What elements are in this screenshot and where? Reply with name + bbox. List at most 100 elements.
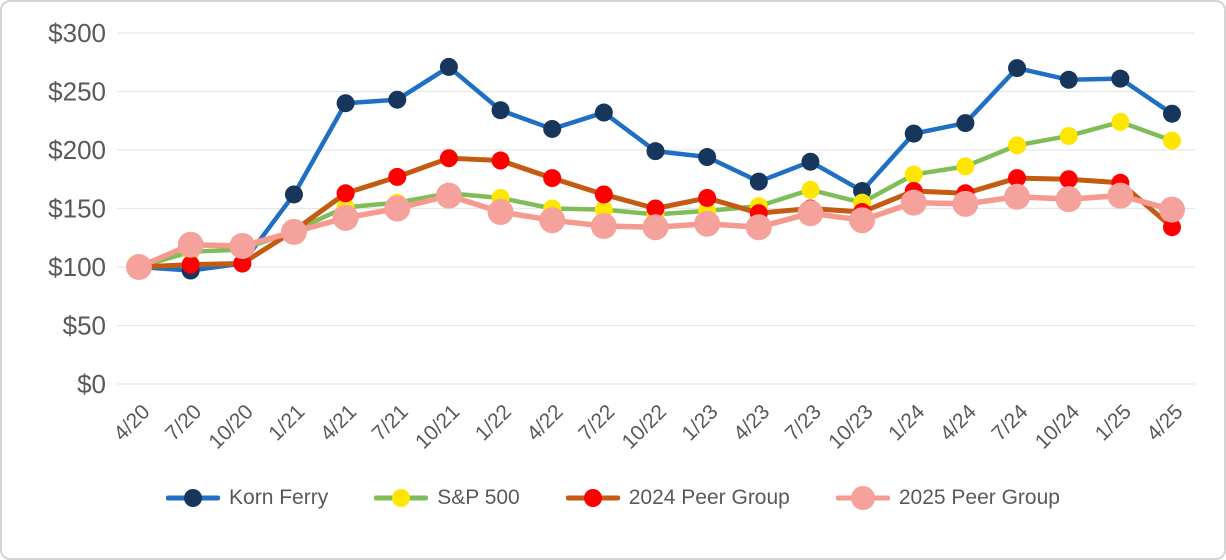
x-tick-label: 1/22 <box>471 400 516 445</box>
chart-legend: Korn Ferry S&P 500 2024 Peer Group 2025 … <box>2 468 1224 528</box>
data-point <box>1008 136 1027 155</box>
legend-label-sp500: S&P 500 <box>437 486 520 509</box>
x-tick-label: 4/21 <box>316 400 361 445</box>
x-tick-label: 7/23 <box>781 400 826 445</box>
data-point <box>1111 69 1130 88</box>
x-tick-label: 1/25 <box>1091 400 1136 445</box>
data-point <box>694 210 721 237</box>
data-point <box>1163 218 1181 237</box>
x-tick-label: 10/20 <box>204 400 257 453</box>
data-point <box>543 169 562 188</box>
data-point <box>1107 182 1134 209</box>
data-point <box>698 148 717 167</box>
data-point <box>749 172 768 191</box>
data-point <box>181 255 200 274</box>
data-point <box>487 199 514 226</box>
x-tick-label: 4/23 <box>729 400 774 445</box>
2024-peer-group-marker-icon <box>565 486 620 510</box>
data-point <box>1008 59 1027 78</box>
x-tick-label: 4/22 <box>523 400 568 445</box>
data-point <box>491 151 510 170</box>
y-tick-label: $300 <box>48 18 106 48</box>
data-point <box>745 214 772 241</box>
y-tick-label: $150 <box>48 194 106 224</box>
y-tick-label: $200 <box>48 135 106 165</box>
x-tick-label: 10/21 <box>411 400 464 453</box>
series-2024-peer-group <box>130 149 1181 276</box>
legend-item-2024-peer-group: 2024 Peer Group <box>565 486 790 510</box>
data-point <box>543 119 562 138</box>
data-point <box>332 204 359 231</box>
y-tick-label: $0 <box>77 369 106 399</box>
legend-label-korn-ferry: Korn Ferry <box>229 486 329 509</box>
data-point <box>904 124 923 143</box>
data-point <box>1111 112 1130 131</box>
y-axis-labels: $0 $50 $100 $150 $200 $250 $300 <box>48 18 106 399</box>
data-point <box>1004 183 1031 210</box>
data-point <box>801 152 820 171</box>
data-point <box>1055 186 1082 213</box>
data-point <box>1059 126 1078 145</box>
data-point <box>1163 131 1181 150</box>
korn-ferry-marker-icon <box>166 486 221 510</box>
x-tick-label: 7/20 <box>161 400 206 445</box>
data-point <box>698 188 717 207</box>
legend-item-korn-ferry: Korn Ferry <box>166 486 328 510</box>
legend-item-2025-peer-group: 2025 Peer Group <box>835 486 1060 510</box>
data-point <box>1059 70 1078 89</box>
data-point <box>280 218 307 245</box>
legend-item-sp500: S&P 500 <box>374 486 520 510</box>
data-point <box>284 185 303 204</box>
data-point <box>435 182 462 209</box>
x-tick-label: 10/24 <box>1031 400 1085 454</box>
data-point <box>646 142 665 161</box>
data-point <box>1159 196 1185 223</box>
data-point <box>233 254 252 273</box>
x-tick-label: 10/22 <box>618 400 671 453</box>
x-tick-label: 4/25 <box>1142 400 1187 445</box>
legend-label-2025-peer-group: 2025 Peer Group <box>898 486 1060 509</box>
data-point <box>1059 170 1078 189</box>
y-tick-label: $50 <box>63 311 106 341</box>
data-point <box>491 101 510 120</box>
data-point <box>952 190 979 217</box>
data-point <box>388 90 407 109</box>
data-point <box>1008 169 1027 188</box>
data-point <box>336 184 355 203</box>
data-point <box>900 189 927 216</box>
data-point <box>594 103 613 122</box>
y-tick-label: $250 <box>48 77 106 107</box>
data-point <box>439 149 458 168</box>
x-tick-label: 7/24 <box>987 400 1032 445</box>
data-point <box>646 199 665 218</box>
x-tick-label: 4/24 <box>936 400 981 445</box>
y-tick-label: $100 <box>48 252 106 282</box>
x-tick-label: 10/23 <box>824 400 877 453</box>
data-point <box>849 207 876 234</box>
data-point <box>388 167 407 186</box>
x-tick-label: 1/24 <box>884 400 929 445</box>
x-tick-label: 7/21 <box>368 400 413 445</box>
data-point <box>956 114 975 133</box>
data-point <box>956 157 975 176</box>
data-point <box>229 232 256 259</box>
x-tick-label: 1/23 <box>678 400 723 445</box>
data-point <box>590 213 617 240</box>
sp500-marker-icon <box>374 486 429 510</box>
data-point <box>642 214 669 241</box>
data-point <box>539 207 566 234</box>
data-point <box>336 94 355 113</box>
legend-label-2024-peer-group: 2024 Peer Group <box>628 486 790 509</box>
series-2025-peer-group <box>126 182 1185 280</box>
data-point <box>904 165 923 184</box>
x-tick-label: 4/20 <box>109 400 154 445</box>
data-point <box>177 231 204 258</box>
2025-peer-group-marker-icon <box>835 486 890 510</box>
data-point <box>594 185 613 204</box>
data-point <box>1163 104 1181 123</box>
data-point <box>126 254 152 280</box>
data-point <box>797 200 824 227</box>
data-point <box>384 195 411 222</box>
